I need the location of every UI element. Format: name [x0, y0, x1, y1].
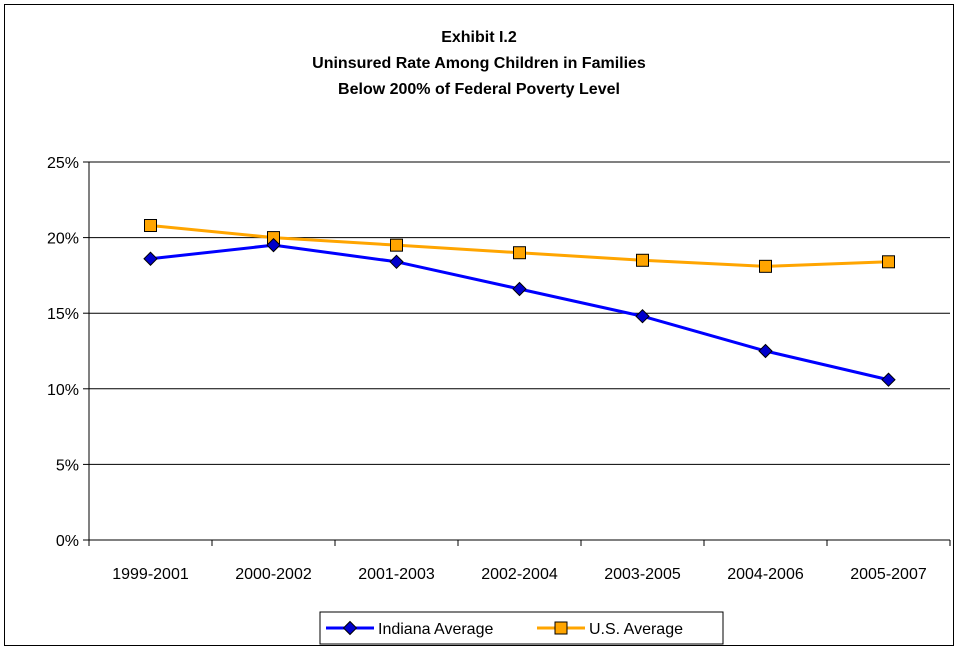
chart-frame [4, 4, 954, 646]
series-u-s-average [144, 219, 895, 273]
chart-title: Exhibit I.2 Uninsured Rate Among Childre… [312, 29, 646, 98]
axes [88, 162, 950, 541]
data-point-indiana-average [881, 372, 896, 387]
data-point-indiana-average [389, 254, 404, 269]
data-point-indiana-average [635, 309, 650, 324]
x-tick-label: 2001-2003 [358, 566, 435, 583]
x-tick-label: 2005-2007 [850, 566, 927, 583]
data-point-u-s-average [636, 253, 649, 267]
data-point-indiana-average [266, 237, 281, 253]
y-tick-label: 15% [47, 306, 79, 323]
chart-title-line-2: Uninsured Rate Among Children in Familie… [312, 55, 646, 72]
data-point-indiana-average [512, 281, 527, 297]
legend-label: Indiana Average [378, 621, 493, 638]
chart-title-line-1: Exhibit I.2 [441, 29, 517, 46]
legend-marker [554, 621, 568, 635]
chart-title-line-3: Below 200% of Federal Poverty Level [338, 81, 620, 98]
legend-item-indiana-average: Indiana Average [326, 620, 493, 638]
data-point-u-s-average [882, 255, 895, 269]
x-tick-label: 2002-2004 [481, 566, 558, 583]
x-axis-ticks: 1999-2001 2000-2002 2001-2003 2002-2004 2003… [88, 540, 951, 583]
series-group [143, 219, 896, 387]
legend-item-u-s-average: U.S. Average [537, 621, 683, 638]
y-tick-label: 5% [56, 457, 79, 474]
x-tick-label: 2004-2006 [727, 566, 804, 583]
y-axis-ticks: 0% 5% 10% 15% 20% 25% [47, 155, 89, 550]
legend-box [319, 611, 724, 645]
gridlines [89, 161, 950, 465]
data-point-indiana-average [143, 251, 158, 266]
data-point-u-s-average [390, 238, 403, 252]
y-tick-label: 0% [56, 533, 79, 550]
legend: Indiana Average U.S. Average [319, 611, 724, 645]
y-tick-label: 25% [47, 155, 79, 172]
x-tick-label: 2003-2005 [604, 566, 681, 583]
data-point-u-s-average [759, 259, 772, 273]
data-point-u-s-average [144, 219, 157, 233]
y-tick-label: 10% [47, 382, 79, 399]
y-tick-label: 20% [47, 231, 79, 248]
x-tick-label: 2000-2002 [235, 566, 312, 583]
legend-label: U.S. Average [589, 621, 683, 638]
data-point-indiana-average [758, 343, 773, 359]
data-point-u-s-average [513, 246, 526, 260]
legend-marker [342, 620, 358, 636]
x-tick-label: 1999-2001 [112, 566, 189, 583]
series-indiana-average [143, 237, 896, 387]
